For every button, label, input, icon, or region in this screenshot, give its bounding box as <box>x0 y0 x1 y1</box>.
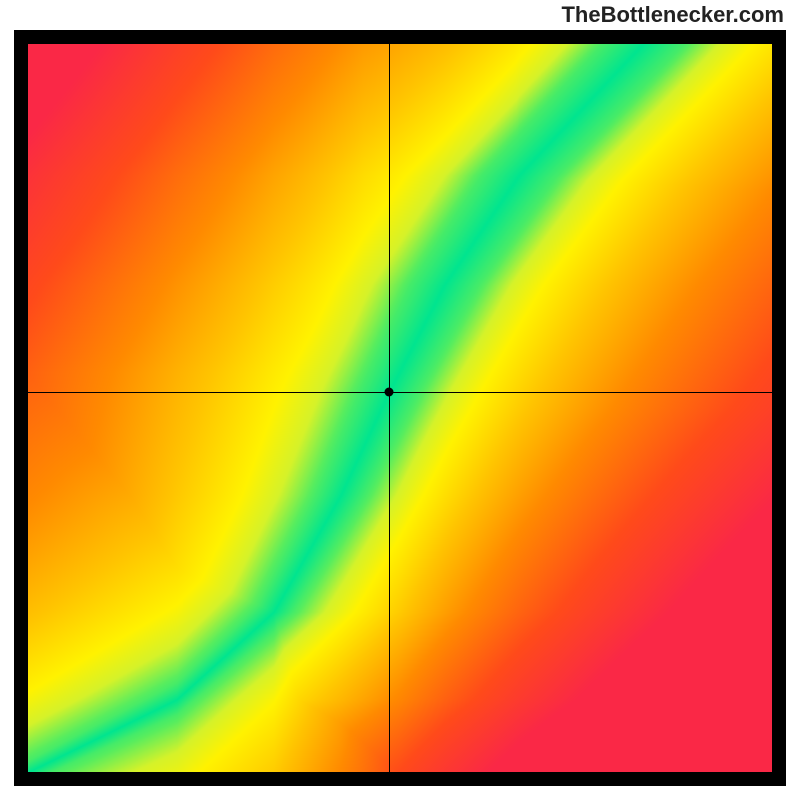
chart-frame <box>14 30 786 786</box>
current-point-marker <box>384 387 393 396</box>
crosshair-vertical <box>389 30 390 786</box>
bottleneck-heatmap <box>28 44 772 772</box>
watermark-text: TheBottlenecker.com <box>561 2 784 28</box>
crosshair-horizontal <box>14 392 786 393</box>
